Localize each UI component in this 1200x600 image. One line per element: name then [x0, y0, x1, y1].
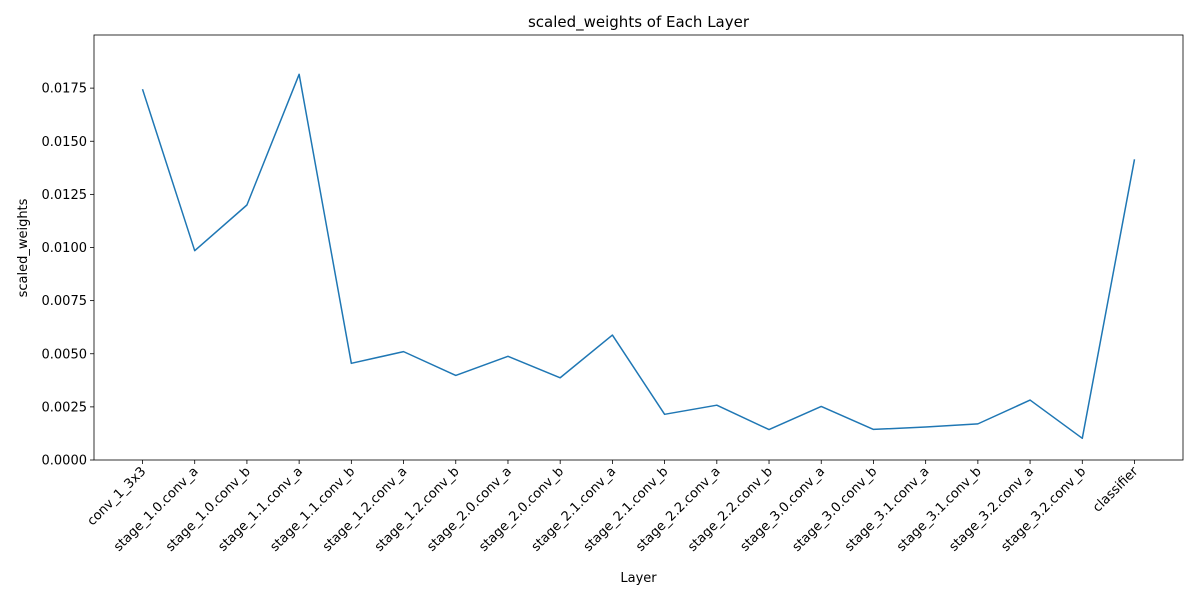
y-tick-label: 0.0050 [42, 347, 88, 362]
y-axis: 0.0000 0.0025 0.0050 0.0075 0.0100 0.0125 0.01… [42, 82, 94, 469]
plot-area [93, 34, 1184, 461]
y-tick-label: 0.0100 [42, 241, 88, 256]
y-tick-label: 0.0075 [42, 294, 88, 309]
x-axis-title: Layer [620, 571, 657, 586]
y-tick-label: 0.0025 [42, 400, 88, 415]
y-tick-label: 0.0175 [42, 82, 88, 97]
y-axis-title: scaled_weights [16, 198, 31, 297]
series-line-0 [141, 73, 1136, 440]
y-tick-label: 0.0125 [42, 188, 88, 203]
y-tick-label: 0.0150 [42, 135, 88, 150]
y-tick-label: 0.0000 [42, 454, 88, 469]
x-axis: conv_1_3x3stage_1.0.conv_astage_1.0.conv… [85, 460, 1142, 555]
x-tick-label: classifier [1090, 464, 1142, 516]
chart-title: scaled_weights of Each Layer [528, 13, 750, 32]
plot-frame [93, 34, 1184, 461]
